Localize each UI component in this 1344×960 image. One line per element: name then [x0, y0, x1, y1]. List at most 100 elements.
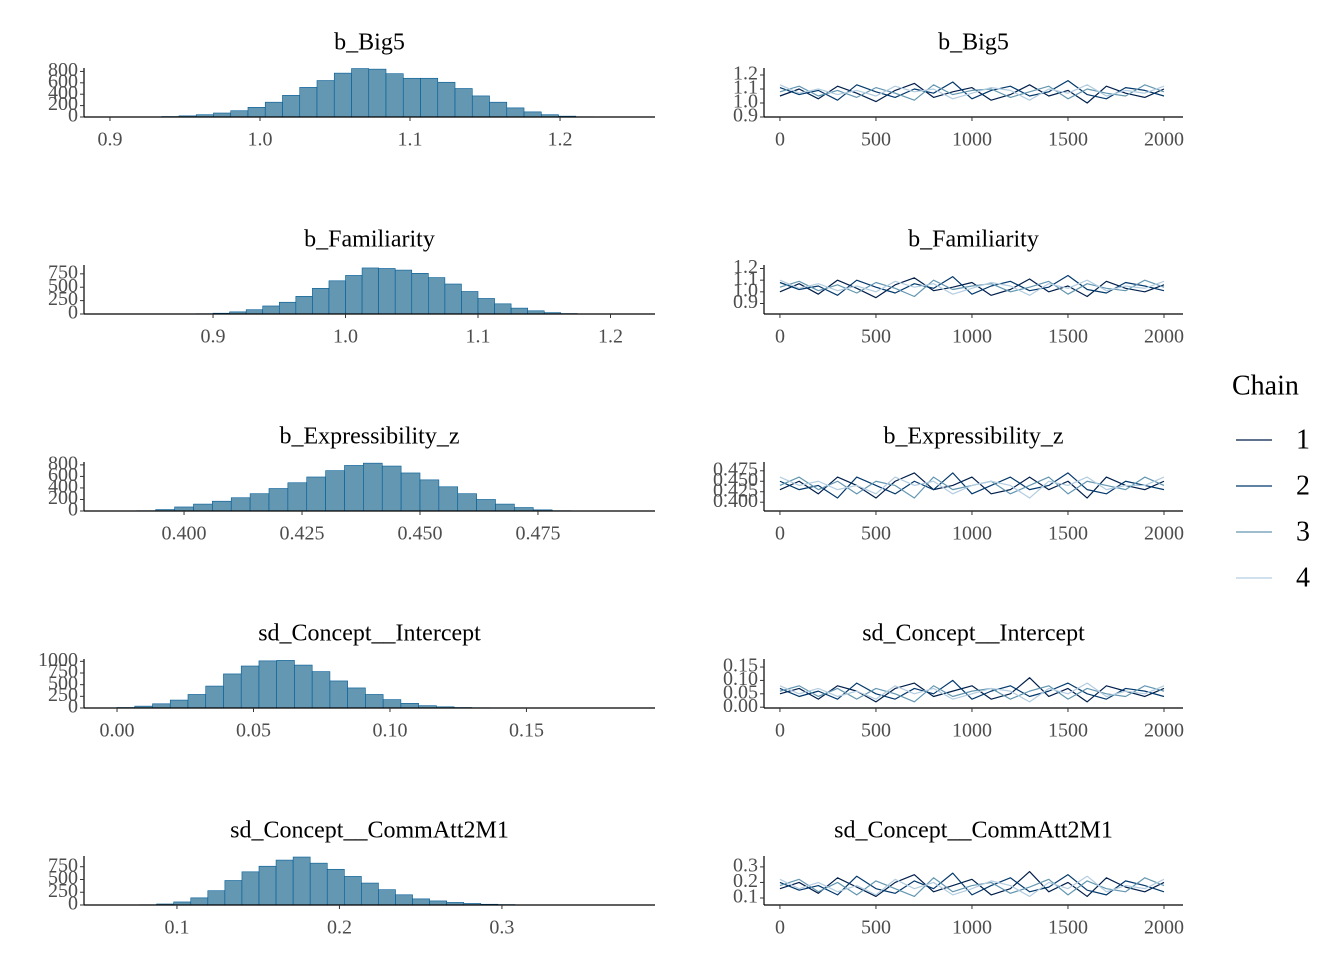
- bar: [494, 303, 512, 315]
- y-tick-label: 750: [48, 854, 78, 876]
- x-tick-label: 0.1: [164, 917, 189, 939]
- bar: [437, 81, 456, 118]
- bar: [506, 107, 525, 118]
- x-tick-label: 1.1: [466, 326, 491, 348]
- y-tick-label: 500: [48, 275, 78, 297]
- trace-line: [779, 274, 1165, 296]
- bar: [223, 673, 242, 709]
- x-tick-label: 2000: [1144, 326, 1184, 348]
- x-tick-label: 1000: [952, 917, 992, 939]
- bar: [316, 80, 335, 118]
- bar: [523, 111, 542, 118]
- bar: [306, 476, 326, 512]
- bar: [295, 296, 313, 315]
- bar: [276, 660, 295, 709]
- y-tick-label: 800: [48, 452, 78, 474]
- bar: [224, 880, 243, 906]
- bar: [395, 894, 413, 906]
- x-tick-label: 2000: [1144, 917, 1184, 939]
- bar: [378, 268, 396, 315]
- bar: [400, 472, 421, 512]
- bar: [152, 703, 171, 709]
- bar: [419, 479, 440, 512]
- bar: [477, 298, 495, 315]
- bar: [351, 68, 370, 118]
- bar: [461, 291, 479, 315]
- x-tick-label: 500: [861, 523, 891, 545]
- bar: [282, 95, 301, 118]
- y-tick-label: 0: [68, 302, 78, 324]
- y-tick-label: 0.15: [723, 655, 758, 677]
- bar: [382, 699, 402, 709]
- bar: [347, 687, 366, 709]
- x-tick-label: 0.2: [327, 917, 352, 939]
- legend-label: 1: [1296, 424, 1310, 455]
- bar: [268, 488, 289, 512]
- y-tick-label: 0.475: [713, 458, 758, 480]
- legend-label: 2: [1296, 470, 1310, 501]
- x-tick-label: 1500: [1048, 129, 1088, 151]
- bar: [344, 465, 364, 512]
- x-tick-label: 1500: [1048, 523, 1088, 545]
- x-tick-label: 0.475: [515, 523, 560, 545]
- y-tick-label: 250: [48, 684, 78, 706]
- x-tick-label: 0.3: [489, 917, 514, 939]
- bar: [245, 309, 264, 315]
- x-tick-label: 0.15: [509, 720, 544, 742]
- trace-line: [779, 875, 1165, 898]
- panel-title: b_Expressibility_z: [884, 424, 1064, 450]
- bar: [230, 497, 251, 512]
- bar: [309, 862, 328, 906]
- trace-line: [779, 682, 1165, 703]
- trace-line: [779, 84, 1165, 101]
- y-tick-label: 750: [48, 261, 78, 283]
- x-tick-label: 2000: [1144, 720, 1184, 742]
- bar: [344, 876, 362, 906]
- y-tick-label: 1.0: [733, 91, 758, 113]
- bar: [368, 68, 387, 118]
- y-tick-label: 250: [48, 880, 78, 902]
- bar: [287, 482, 308, 512]
- bar: [247, 107, 266, 118]
- x-tick-label: 1.2: [548, 129, 573, 151]
- x-tick-label: 0.10: [372, 720, 407, 742]
- bar: [299, 87, 318, 118]
- legend-label: 3: [1296, 516, 1310, 547]
- y-tick-label: 0.9: [733, 291, 758, 313]
- bar: [361, 267, 379, 315]
- y-tick-label: 1000: [38, 649, 78, 671]
- bar: [311, 671, 331, 709]
- bar: [325, 470, 345, 512]
- y-tick-label: 0: [68, 893, 78, 915]
- bar: [230, 110, 249, 118]
- bar: [205, 685, 224, 709]
- bar: [190, 897, 209, 906]
- x-tick-label: 1.0: [247, 129, 272, 151]
- y-tick-label: 0.400: [713, 490, 758, 512]
- bar: [438, 486, 459, 512]
- bar: [378, 889, 396, 906]
- x-tick-label: 0.9: [97, 129, 122, 151]
- trace-line: [779, 279, 1165, 296]
- x-tick-label: 0: [775, 326, 785, 348]
- bar: [294, 664, 313, 709]
- trace-line: [779, 677, 1165, 703]
- x-tick-label: 2000: [1144, 129, 1184, 151]
- y-tick-label: 0.9: [733, 105, 758, 127]
- x-tick-label: 0: [775, 917, 785, 939]
- y-tick-label: 1.1: [733, 77, 758, 99]
- y-tick-label: 250: [48, 288, 78, 310]
- x-tick-label: 0.400: [162, 523, 207, 545]
- bar: [429, 900, 447, 906]
- x-tick-label: 1000: [952, 326, 992, 348]
- y-tick-label: 500: [48, 672, 78, 694]
- bar: [381, 465, 402, 512]
- bar: [278, 301, 297, 315]
- x-tick-label: 1500: [1048, 720, 1088, 742]
- x-tick-label: 500: [861, 720, 891, 742]
- x-tick-label: 500: [861, 129, 891, 151]
- y-tick-label: 1.0: [733, 279, 758, 301]
- trace-line: [779, 476, 1165, 499]
- x-tick-label: 1000: [952, 523, 992, 545]
